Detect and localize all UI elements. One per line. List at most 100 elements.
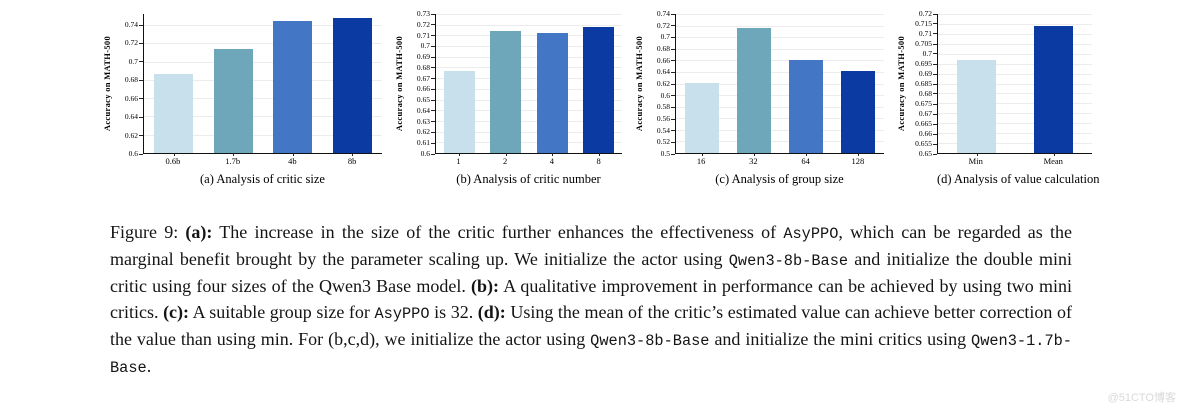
y-tick-label: 0.54 [656,125,670,135]
gridline [938,123,1092,125]
y-tick-label: 0.52 [656,137,670,147]
y-tick-mark [431,153,435,155]
y-tick-mark [431,13,435,15]
y-tick-label: 0.68 [918,89,932,98]
x-tick-label: 4b [288,156,297,166]
chart-b: Accuracy on MATH-500 0.6 0.61 0.62 0.63 0.64 0… [392,10,622,187]
bar-32 [736,27,772,153]
gridline [676,60,884,62]
gridline [938,113,1092,115]
bar-0.6b [154,74,194,153]
watermark: @51CTO博客 [1107,392,1176,404]
y-tick-mark [671,106,675,108]
y-tick-label: 0.63 [416,116,430,126]
y-tick-label: 0.71 [918,29,932,38]
y-tick-mark [431,88,435,90]
y-tick-mark [431,121,435,123]
caption-code-segment: Qwen3-8b-Base [590,331,710,350]
caption-bold-segment: (a): [185,222,213,242]
y-tick-mark [933,53,937,55]
y-tick-label: 0.68 [656,44,670,53]
y-tick-mark [431,110,435,112]
y-tick-label: 0.66 [918,129,932,138]
x-axis-ticks: 1 2 4 8 [435,156,622,168]
caption-text-segment: Using the mean of the critic’s estimated… [110,301,1073,349]
caption-bold-segment: (d): [477,301,506,322]
y-tick-label: 0.69 [416,52,430,62]
gridline [144,98,382,100]
bar-2 [490,31,522,153]
x-tick-label: 2 [503,156,508,166]
gridline [676,48,884,50]
y-tick-label: 0.64 [416,105,430,115]
y-tick-mark [933,13,937,15]
gridline [676,141,884,143]
gridline [676,25,884,27]
y-tick-label: 0.71 [416,30,430,40]
y-tick-label: 0.72 [918,9,932,18]
y-tick-mark [431,56,435,58]
x-tick-mark [352,153,354,156]
gridline [436,35,622,37]
y-tick-mark [933,133,937,135]
x-tick-label: 32 [749,156,758,166]
y-tick-mark [933,63,937,65]
y-axis-label-text: Accuracy on MATH-500 [393,36,404,132]
y-tick-label: 0.685 [915,79,932,88]
y-tick-mark [671,130,675,132]
gridline [676,37,884,39]
gridline [676,129,884,131]
bar-4 [536,33,568,153]
y-tick-label: 0.68 [416,62,430,72]
y-tick-label: 0.62 [656,79,670,88]
x-tick-label: 4 [549,156,554,166]
x-tick-label: Min [968,156,983,166]
chart-body: Accuracy on MATH-500 0.5 0.52 0.54 0.56 0.58 0… [632,10,884,158]
chart-subcaption: (c) Analysis of group size [715,172,844,186]
y-tick-mark [139,79,143,81]
y-axis-ticks: 0.5 0.52 0.54 0.56 0.58 0.6 0.62 0.64 0.66 0.68 0.… [645,10,675,158]
y-tick-label: 0.73 [416,9,430,18]
y-tick-mark [139,61,143,63]
y-tick-mark [431,78,435,80]
y-axis-label-text: Accuracy on MATH-500 [101,36,112,132]
y-tick-label: 0.67 [918,109,932,118]
y-tick-mark [671,25,675,27]
y-tick-mark [671,71,675,73]
gridline [144,61,382,63]
y-tick-mark [933,73,937,75]
caption-text-segment: , which can be regarded as the marginal … [110,222,1072,270]
bar-128 [840,71,876,153]
caption-text-segment: . [146,356,152,377]
gridline [938,63,1092,65]
y-tick-mark [933,143,937,145]
caption-text-segment: Figure 9: [110,222,186,242]
y-tick-label: 0.7 [660,32,670,42]
x-tick-label: Mean [1043,156,1063,166]
y-axis-label-text: Accuracy on MATH-500 [895,36,906,132]
gridline [144,134,382,136]
figure-caption: Figure 9: (a): The increase in the size … [110,220,1072,381]
y-tick-mark [431,99,435,101]
y-tick-mark [139,153,143,155]
y-tick-mark [431,67,435,69]
caption-text-segment: The increase in the size of the critic f… [212,222,784,242]
caption-bold-segment: (c): [163,301,190,322]
y-tick-label: 0.58 [656,102,670,112]
gridline [436,131,622,133]
gridline [676,95,884,97]
plot-area [435,14,622,156]
x-tick-mark [806,153,807,156]
chart-body: Accuracy on MATH-500 0.6 0.62 0.64 0.66 0.68 0… [100,14,382,158]
caption-text-segment: is 32. [429,301,478,322]
y-tick-mark [139,98,143,100]
plot-area [937,14,1092,156]
y-tick-mark [431,35,435,37]
gridline [938,103,1092,105]
gridline [436,120,622,122]
gridline [436,24,622,26]
y-tick-label: 0.72 [124,38,138,48]
x-tick-label: 1 [456,156,461,166]
y-tick-label: 0.66 [124,93,138,103]
caption-text-segment: A suitable group size for [189,301,375,322]
